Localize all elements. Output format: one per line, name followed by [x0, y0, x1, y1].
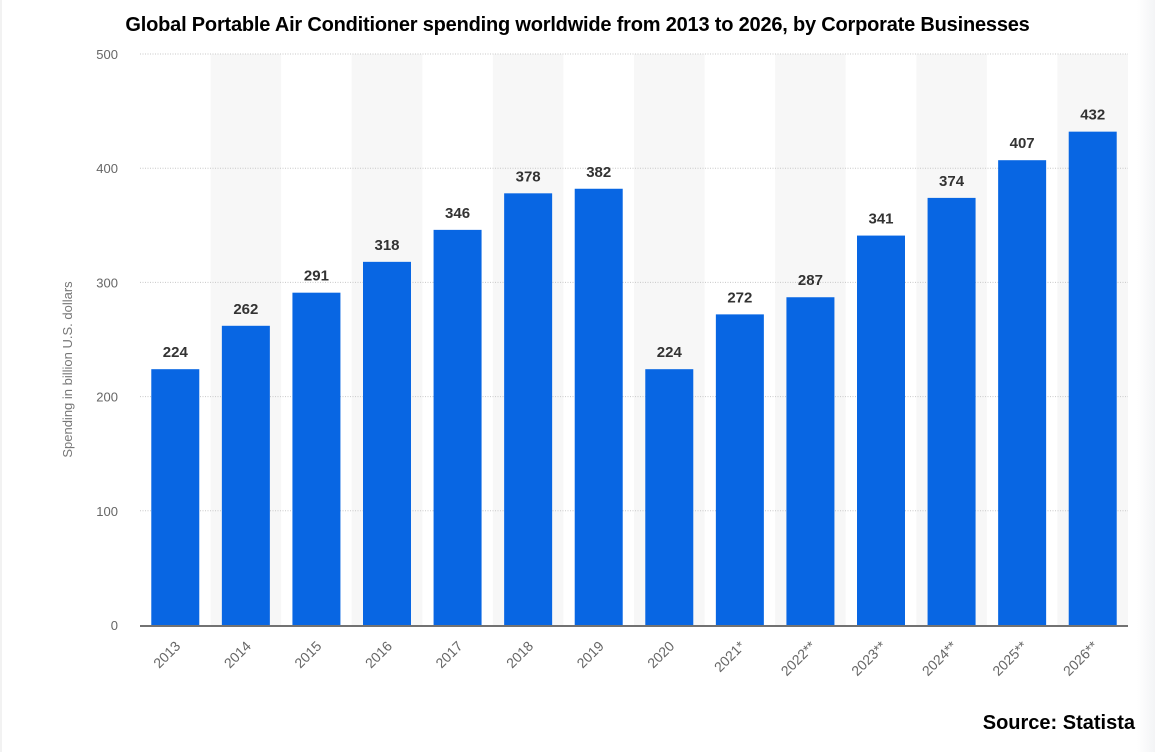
bar-2020[interactable] [645, 369, 694, 625]
bar-2023[interactable] [857, 235, 905, 625]
x-tick-label: 2023** [848, 637, 889, 678]
data-labels: 224 262 291 318 346 378 382 224 272 287 341 374 407 4… [163, 107, 1105, 362]
bar-2024[interactable] [927, 197, 976, 625]
bar-2026[interactable] [1068, 131, 1117, 625]
x-tick-label: 2021* [711, 637, 749, 675]
data-label: 382 [586, 164, 611, 181]
x-axis-ticks: 2013 2014 2015 2016 2017 2018 2019 2020 2021* 202… [150, 637, 1101, 678]
bar-2019[interactable] [574, 188, 623, 626]
x-tick-label: 2019 [573, 638, 606, 671]
bar-2013[interactable] [151, 369, 200, 625]
data-label: 341 [868, 211, 893, 228]
x-tick-label: 2020 [644, 638, 677, 671]
bar-2018[interactable] [504, 193, 553, 625]
x-tick-label: 2026** [1060, 637, 1101, 678]
data-label: 432 [1080, 107, 1105, 124]
data-label: 407 [1010, 135, 1035, 152]
bar-2017[interactable] [433, 229, 482, 626]
bar-2022[interactable] [786, 297, 835, 625]
x-tick-label: 2013 [150, 638, 183, 671]
y-tick-label: 100 [96, 504, 118, 519]
x-tick-label: 2018 [503, 638, 536, 671]
bar-2021[interactable] [715, 314, 764, 625]
bar-2014[interactable] [221, 325, 270, 625]
source-note: Source: Statista [982, 712, 1135, 734]
data-label: 224 [657, 344, 683, 361]
x-tick-label: 2017 [432, 638, 465, 671]
y-axis-label: Spending in billion U.S. dollars [60, 281, 75, 458]
bars [151, 131, 1117, 626]
x-tick-label: 2015 [291, 638, 324, 671]
x-tick-label: 2022** [778, 637, 819, 678]
y-tick-label: 400 [96, 161, 118, 176]
y-tick-label: 500 [96, 47, 118, 62]
bar-2016[interactable] [363, 261, 411, 625]
data-label: 291 [304, 268, 329, 285]
data-label: 374 [939, 173, 965, 190]
right-edge-shadow [1137, 0, 1155, 752]
x-tick-label: 2014 [221, 638, 254, 671]
data-label: 346 [445, 205, 470, 222]
chart-title: Global Portable Air Conditioner spending… [125, 14, 1030, 36]
x-tick-label: 2024** [919, 637, 960, 678]
y-tick-label: 0 [111, 618, 118, 633]
x-tick-label: 2025** [989, 637, 1030, 678]
data-label: 318 [374, 237, 399, 254]
x-tick-label: 2016 [362, 638, 395, 671]
data-label: 272 [727, 289, 752, 306]
data-label: 224 [163, 344, 189, 361]
data-label: 378 [516, 168, 541, 185]
data-label: 287 [798, 272, 823, 289]
y-tick-label: 300 [96, 275, 118, 290]
y-axis-ticks: 0 100 200 300 400 500 [96, 47, 118, 633]
bar-2025[interactable] [998, 160, 1047, 625]
y-tick-label: 200 [96, 390, 118, 405]
bar-2015[interactable] [292, 292, 341, 625]
data-label: 262 [233, 301, 258, 318]
left-border [0, 0, 2, 752]
